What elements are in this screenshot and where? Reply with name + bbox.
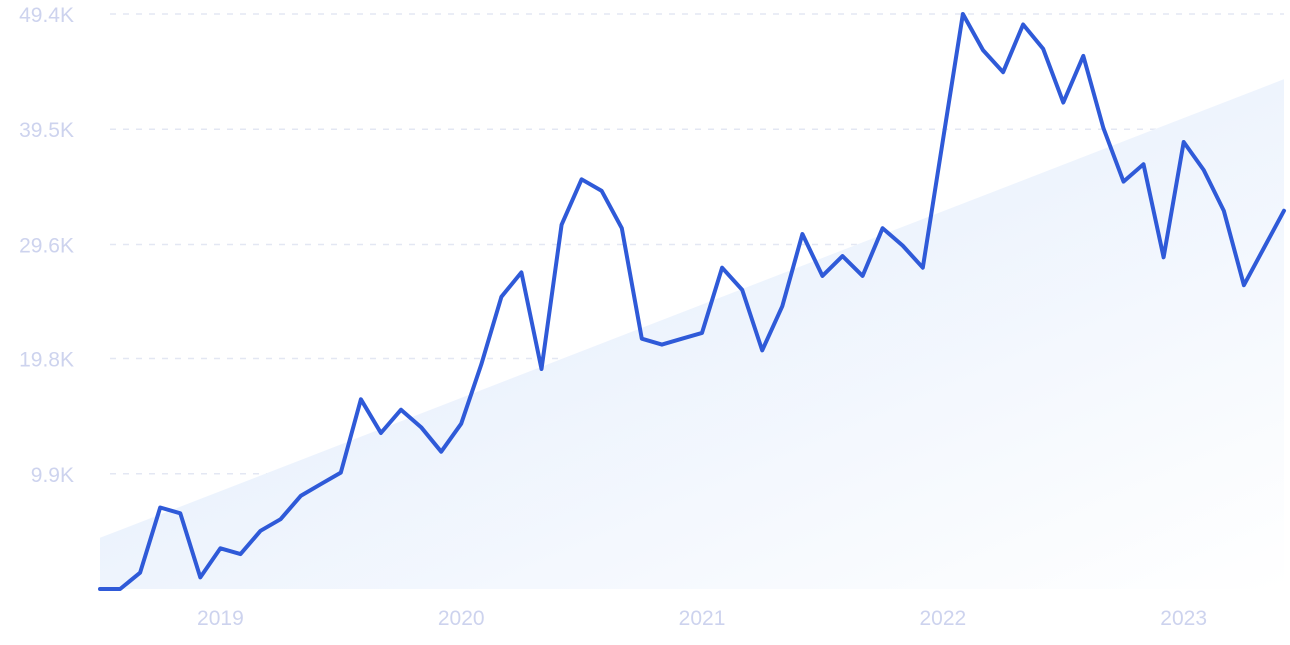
x-axis: 2019 2020 2021 2022 2023 (197, 607, 1207, 630)
x-tick-label: 2023 (1160, 607, 1207, 630)
y-tick-label: 29.6K (19, 234, 74, 257)
x-tick-label: 2021 (679, 607, 726, 630)
y-axis: 9.9K 19.8K 29.6K 39.5K 49.4K (19, 4, 74, 487)
y-tick-label: 49.4K (19, 4, 74, 27)
y-tick-label: 9.9K (31, 464, 74, 487)
y-tick-label: 19.8K (19, 349, 74, 372)
x-tick-label: 2020 (438, 607, 485, 630)
y-tick-label: 39.5K (19, 119, 74, 142)
x-tick-label: 2019 (197, 607, 244, 630)
series-line (98, 12, 1286, 591)
x-tick-label: 2022 (919, 607, 966, 630)
